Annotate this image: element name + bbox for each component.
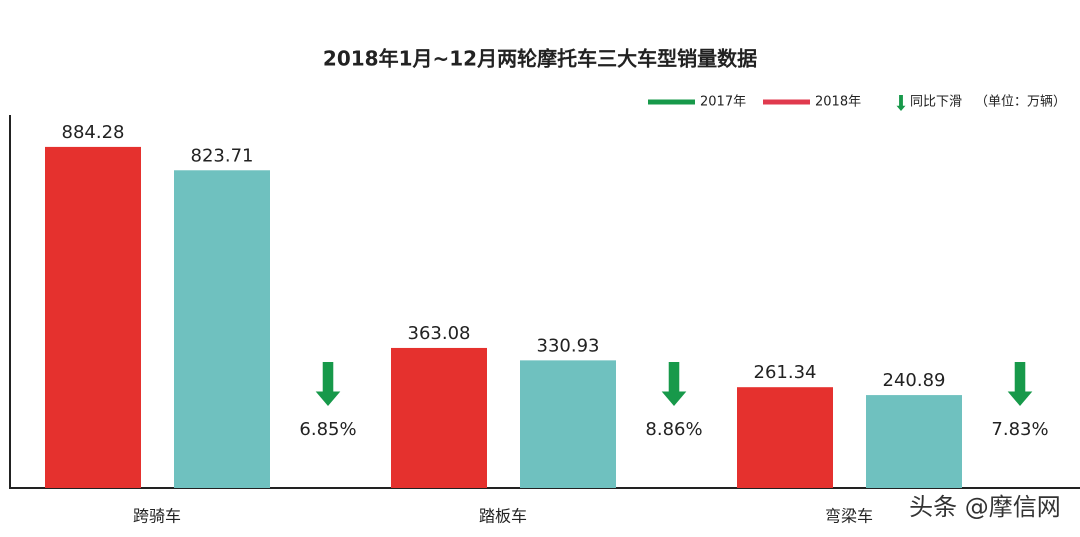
decline-arrow-part bbox=[1007, 362, 1033, 406]
decline-label: 7.83% bbox=[991, 419, 1048, 440]
chart-title: 2018年1月~12月两轮摩托车三大车型销量数据 bbox=[323, 47, 757, 71]
value-label: 823.71 bbox=[191, 145, 254, 166]
decline-label: 8.86% bbox=[645, 419, 702, 440]
legend-label: 2017年 bbox=[700, 95, 746, 110]
decline-arrow bbox=[661, 362, 687, 406]
bar bbox=[174, 170, 270, 488]
value-label: 363.08 bbox=[408, 323, 471, 344]
legend-label: 同比下滑 bbox=[910, 95, 962, 110]
value-label: 884.28 bbox=[62, 122, 125, 143]
bar bbox=[866, 395, 962, 488]
value-label: 240.89 bbox=[883, 370, 946, 391]
decline-arrow-part bbox=[315, 362, 341, 406]
bar bbox=[391, 347, 487, 488]
bar bbox=[45, 146, 141, 488]
decline-arrow bbox=[315, 362, 341, 406]
x-tick-label: 跨骑车 bbox=[133, 507, 181, 526]
value-label: 330.93 bbox=[537, 335, 600, 356]
legend-label: 2018年 bbox=[815, 95, 861, 110]
x-tick-label: 弯梁车 bbox=[825, 507, 873, 526]
bar bbox=[737, 387, 833, 488]
bar bbox=[520, 360, 616, 488]
legend-arrow-part bbox=[896, 95, 906, 111]
decline-arrow-part bbox=[661, 362, 687, 406]
decline-label: 6.85% bbox=[299, 419, 356, 440]
x-tick-label: 踏板车 bbox=[479, 507, 527, 526]
decline-arrow bbox=[1007, 362, 1033, 406]
legend-arrow bbox=[896, 95, 906, 111]
value-label: 261.34 bbox=[754, 362, 817, 383]
watermark: 头条 @摩信网 bbox=[909, 493, 1061, 521]
unit-label: （单位：万辆） bbox=[975, 95, 1066, 110]
